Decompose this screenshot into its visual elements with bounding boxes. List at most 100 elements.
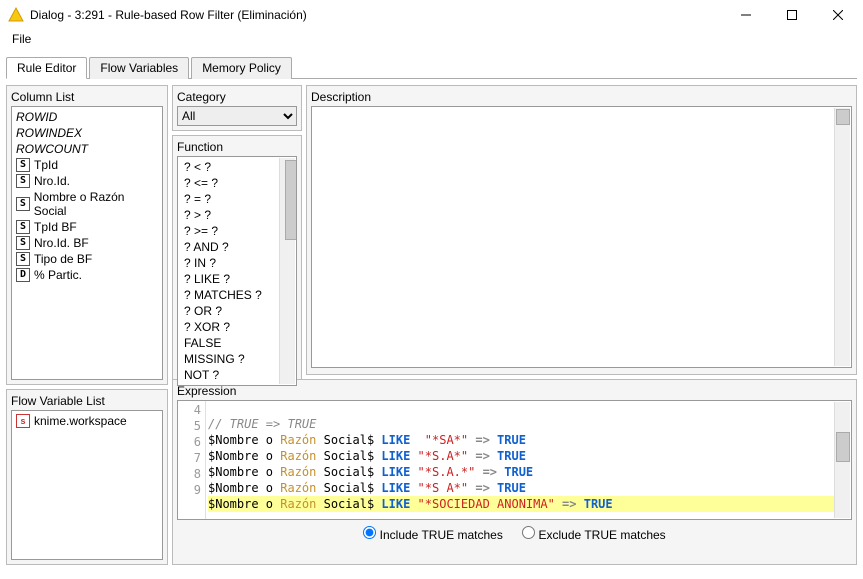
tab-strip: Rule Editor Flow Variables Memory Policy [6,56,857,79]
code-keyword: TRUE [497,449,526,463]
exclude-label-text: Exclude TRUE matches [539,528,666,542]
column-item[interactable]: S Tipo de BF [14,251,160,267]
type-s-icon: S [16,174,30,188]
code-op: => [468,433,497,447]
line-number: 4 [178,402,201,418]
type-s-icon: S [16,252,30,266]
column-item[interactable]: SNro.Id. [14,173,160,189]
function-item[interactable]: NOT ? [180,367,294,383]
tab-memory-policy[interactable]: Memory Policy [191,57,292,79]
column-item[interactable]: SNro.Id. BF [14,235,160,251]
function-panel: Function ? < ? ? <= ? ? = ? ? > ? ? >= ?… [172,135,302,391]
function-item[interactable]: ? >= ? [180,223,294,239]
editor-gutter: 4 5 6 7 8 9 [178,401,206,519]
code-string: "*SOCIEDAD ANONIMA" [418,497,555,511]
code-op: => [555,497,584,511]
code-keyword: LIKE [381,449,410,463]
code-text: Razón [280,449,316,463]
code-comment: // TRUE => TRUE [208,417,316,431]
column-list[interactable]: ROWID ROWINDEX ROWCOUNT STpId SNro.Id. S… [11,106,163,380]
type-s-icon: S [16,197,30,211]
column-name: TpId [34,158,58,172]
top-row: Category All Function ? < ? ? <= ? ? = ?… [172,85,857,375]
description-title: Description [311,90,852,104]
menu-file[interactable]: File [6,30,37,48]
include-radio-label[interactable]: Include TRUE matches [363,528,503,542]
code-text: Social$ [316,481,381,495]
tab-flow-variables[interactable]: Flow Variables [89,57,189,79]
column-item[interactable]: STpId BF [14,219,160,235]
description-box [311,106,852,368]
tab-rule-editor[interactable]: Rule Editor [6,57,87,79]
rowid[interactable]: ROWID [14,109,160,125]
description-panel: Description [306,85,857,375]
code-text: Social$ [316,433,381,447]
category-panel: Category All [172,85,302,131]
code-text: Razón [280,497,316,511]
flow-variable-name: knime.workspace [34,414,127,428]
menu-bar: File [0,30,863,52]
function-scrollbar[interactable] [279,158,295,384]
column-name: Nombre o Razón Social [34,190,158,218]
category-select[interactable]: All [177,106,297,126]
column-name: Tipo de BF [34,252,92,266]
code-string: "*S A*" [418,481,469,495]
include-radio[interactable] [363,526,376,539]
column-name: TpId BF [34,220,77,234]
flow-variable-title: Flow Variable List [11,394,163,408]
function-item[interactable]: MISSING ? [180,351,294,367]
rowindex[interactable]: ROWINDEX [14,125,160,141]
code-keyword: TRUE [497,481,526,495]
code-text: $Nombre o [208,481,280,495]
flow-variable-list[interactable]: s knime.workspace [11,410,163,560]
column-item[interactable]: S Nombre o Razón Social [14,189,160,219]
expression-title: Expression [177,384,852,398]
function-item[interactable]: ? MATCHES ? [180,287,294,303]
editor-code[interactable]: // TRUE => TRUE $Nombre o Razón Social$ … [206,401,851,519]
maximize-button[interactable] [769,0,815,30]
function-item[interactable]: ? > ? [180,207,294,223]
exclude-radio-label[interactable]: Exclude TRUE matches [522,528,666,542]
code-keyword: TRUE [584,497,613,511]
function-item[interactable]: ? OR ? [180,303,294,319]
line-number: 6 [178,434,201,450]
code-text: $Nombre o [208,449,280,463]
string-var-icon: s [16,414,30,428]
code-string: "*S.A*" [418,449,469,463]
function-item[interactable]: ? IN ? [180,255,294,271]
column-name: % Partic. [34,268,82,282]
minimize-button[interactable] [723,0,769,30]
function-item[interactable]: ? = ? [180,191,294,207]
editor-scrollbar[interactable] [834,402,850,518]
type-d-icon: D [16,268,30,282]
rowcount[interactable]: ROWCOUNT [14,141,160,157]
app-icon [8,7,24,23]
code-text: $Nombre o [208,465,280,479]
description-scrollbar[interactable] [834,108,850,366]
code-text: Social$ [316,497,381,511]
line-number: 5 [178,418,201,434]
function-item[interactable]: ? LIKE ? [180,271,294,287]
function-list[interactable]: ? < ? ? <= ? ? = ? ? > ? ? >= ? ? AND ? … [177,156,297,386]
line-number: 7 [178,450,201,466]
flow-variable-item[interactable]: s knime.workspace [14,413,160,429]
window-buttons [723,0,861,30]
column-item[interactable]: D % Partic. [14,267,160,283]
include-label-text: Include TRUE matches [380,528,503,542]
column-name: Nro.Id. BF [34,236,89,250]
column-item[interactable]: STpId [14,157,160,173]
function-item[interactable]: ? XOR ? [180,319,294,335]
function-item[interactable]: FALSE [180,335,294,351]
code-text: Social$ [316,449,381,463]
function-item[interactable]: ? AND ? [180,239,294,255]
code-text: $Nombre o [208,497,280,511]
expression-editor[interactable]: 4 5 6 7 8 9 // TRUE => TRUE $Nombre o Ra… [177,400,852,520]
code-text [410,465,417,479]
flow-variable-panel: Flow Variable List s knime.workspace [6,389,168,565]
function-item[interactable]: ? <= ? [180,175,294,191]
code-string: "*SA*" [425,433,468,447]
function-item[interactable]: ? < ? [180,159,294,175]
exclude-radio[interactable] [522,526,535,539]
code-text: Razón [280,481,316,495]
close-button[interactable] [815,0,861,30]
